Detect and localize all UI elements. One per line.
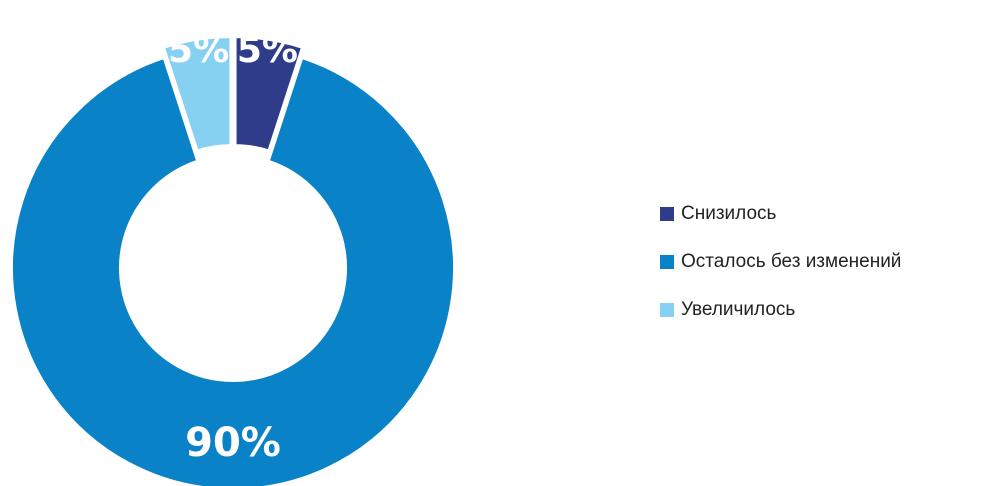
legend-item-increased: Увеличилось (660, 286, 901, 334)
label-unchanged: 90% (185, 420, 281, 466)
legend-label-increased: Увеличилось (681, 299, 796, 320)
legend-label-unchanged: Осталось без изменений (681, 251, 902, 272)
label-increased: 5% (168, 30, 229, 71)
slice-increased (160, 34, 234, 155)
legend-label-decreased: Снизилось (681, 203, 777, 224)
slice-unchanged (9, 54, 457, 486)
legend-item-unchanged: Осталось без изменений (660, 238, 901, 286)
legend-swatch-increased (660, 303, 674, 317)
legend-item-decreased: Снизилось (660, 190, 901, 238)
legend-swatch-decreased (660, 207, 674, 221)
label-decreased: 5% (237, 30, 298, 71)
chart-legend: Снизилось Осталось без изменений Увеличи… (660, 190, 901, 334)
legend-swatch-unchanged (660, 255, 674, 269)
slice-decreased (232, 34, 306, 155)
donut-chart: 5% 90% 5% (9, 30, 457, 486)
